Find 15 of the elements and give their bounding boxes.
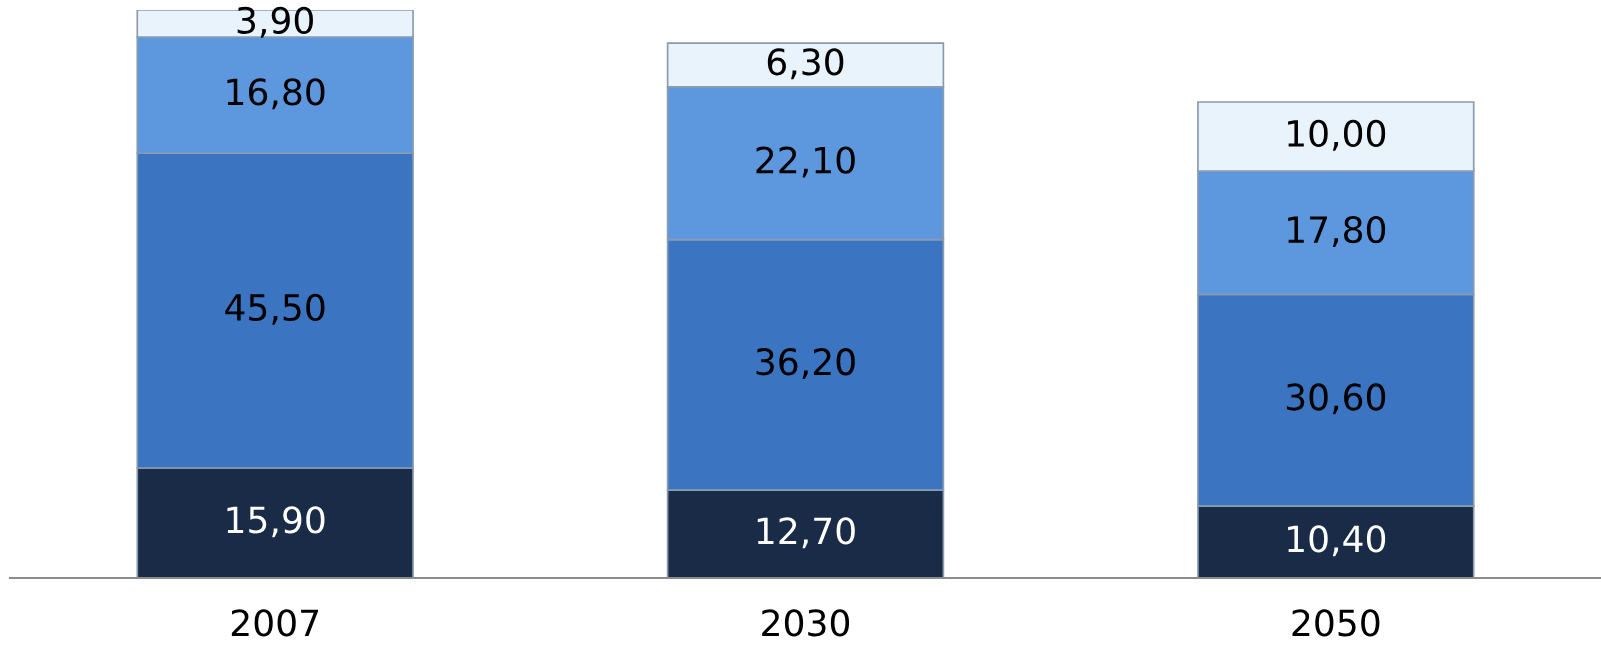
data-label: 17,80 [1288, 215, 1386, 247]
data-label: 16,80 [227, 78, 325, 110]
data-label: 10,40 [1288, 525, 1386, 557]
data-label: 30,60 [1286, 383, 1386, 415]
data-label: 36,20 [756, 348, 855, 380]
x-tick-label: 2030 [762, 609, 850, 637]
x-tick-label: 2050 [1292, 609, 1380, 637]
data-label: 45,50 [225, 293, 325, 325]
data-label: 12,70 [757, 517, 855, 549]
data-label: 6,30 [767, 48, 844, 80]
x-tick-label: 2007 [231, 609, 319, 637]
data-label: 3,90 [237, 6, 313, 38]
data-label: 10,00 [1288, 119, 1386, 151]
data-label: 15,90 [227, 506, 325, 538]
data-label: 22,10 [756, 146, 855, 178]
